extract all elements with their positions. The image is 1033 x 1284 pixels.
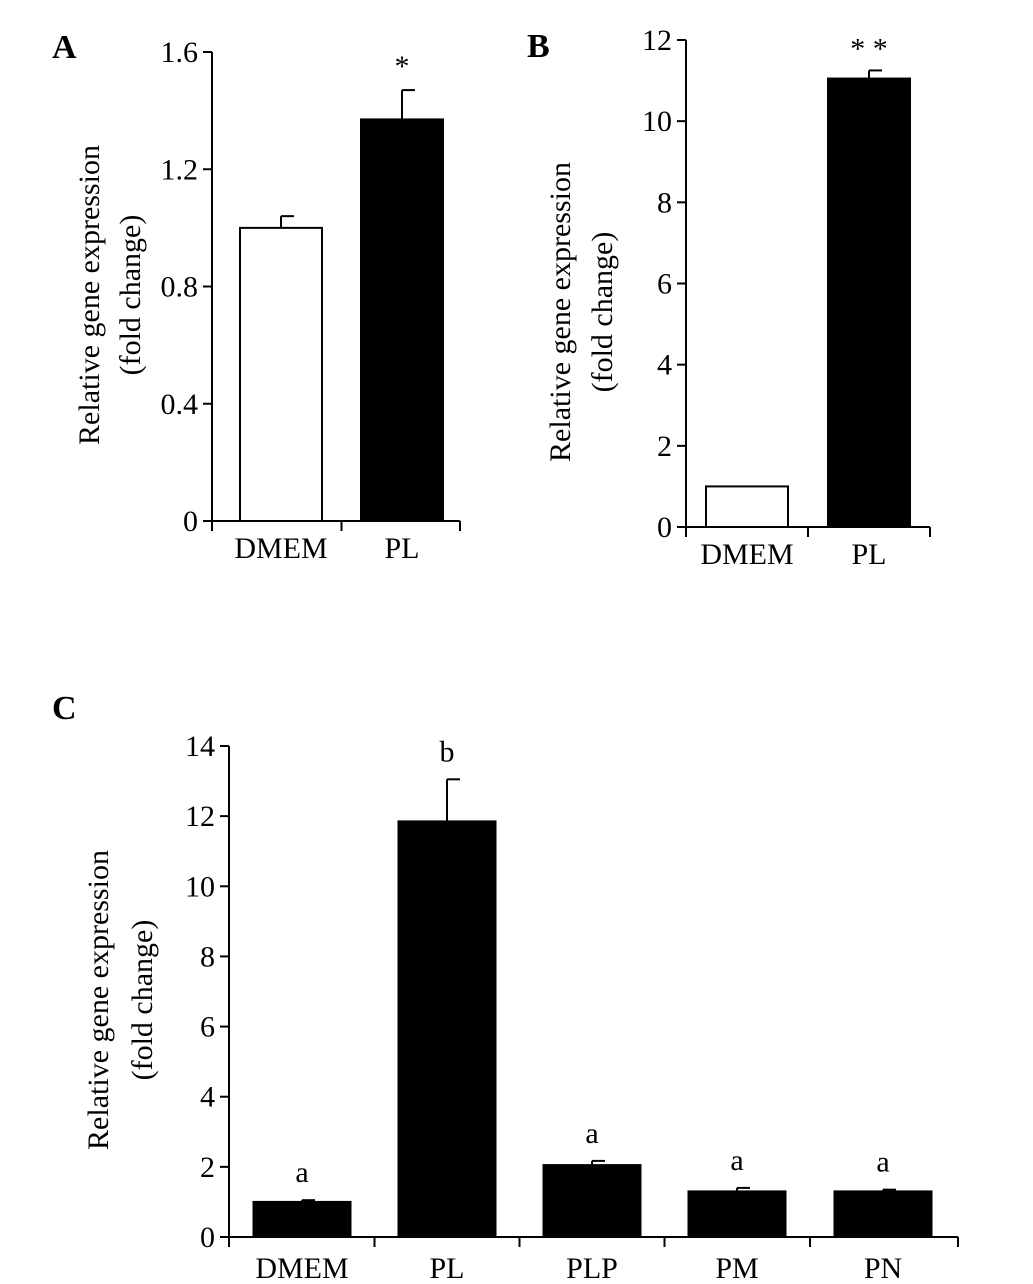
category-label: DMEM xyxy=(255,1252,348,1284)
significance-label: * * xyxy=(850,32,888,65)
panel-label: A xyxy=(52,29,77,66)
y-axis-subtitle: (fold change) xyxy=(126,920,159,1081)
bar-pm xyxy=(687,1190,787,1238)
y-tick-label: 10 xyxy=(185,870,215,903)
y-tick-label: 1.6 xyxy=(161,36,199,69)
panel-c: C 0 2 4 6 8 10 12 14 a DMEM b PL a PLP a PM a PN Relative g… xyxy=(52,690,959,1284)
y-tick-label: 4 xyxy=(657,349,672,382)
y-tick-label: 8 xyxy=(657,186,672,219)
significance-label: b xyxy=(440,735,455,768)
significance-label: * xyxy=(395,50,410,83)
significance-label: a xyxy=(585,1117,598,1150)
bar-pl xyxy=(360,118,444,522)
significance-label: a xyxy=(295,1156,308,1189)
category-label: PL xyxy=(851,538,886,571)
significance-label: a xyxy=(876,1146,889,1179)
bar-dmem xyxy=(239,226,323,522)
category-label: DMEM xyxy=(700,538,793,571)
bar-pl xyxy=(397,820,497,1238)
bar-pn xyxy=(833,1190,933,1238)
y-tick-label: 1.2 xyxy=(161,153,199,186)
bar-dmem xyxy=(252,1200,352,1239)
y-axis-subtitle: (fold change) xyxy=(586,232,619,393)
bar-plp xyxy=(542,1164,642,1238)
category-label: PN xyxy=(864,1252,902,1284)
y-tick-label: 12 xyxy=(642,24,672,57)
y-axis-subtitle: (fold change) xyxy=(114,215,147,376)
y-tick-label: 10 xyxy=(642,105,672,138)
y-tick-label: 0 xyxy=(657,511,672,544)
bar-dmem xyxy=(705,485,789,528)
y-tick-label: 8 xyxy=(200,940,215,973)
category-label: PLP xyxy=(566,1252,618,1284)
y-tick-label: 6 xyxy=(200,1011,215,1044)
y-axis-title: Relative gene expression xyxy=(82,850,115,1150)
y-tick-label: 4 xyxy=(200,1081,215,1114)
bar-pl xyxy=(827,77,911,528)
y-tick-label: 0 xyxy=(200,1221,215,1254)
y-axis-title: Relative gene expression xyxy=(73,145,106,445)
significance-label: a xyxy=(730,1144,743,1177)
category-label: PM xyxy=(715,1252,758,1284)
category-label: PL xyxy=(384,532,419,565)
y-tick-label: 0.4 xyxy=(161,388,199,421)
panel-b: B 0 2 4 6 8 10 12 DMEM * * PL Relative gene express… xyxy=(527,24,931,571)
panel-label: C xyxy=(52,690,77,727)
category-label: PL xyxy=(429,1252,464,1284)
y-tick-label: 2 xyxy=(657,430,672,463)
panel-a: A 0 0.4 0.8 1.2 1.6 DMEM * PL Relative gene expre… xyxy=(52,29,461,565)
y-axis-title: Relative gene expression xyxy=(544,162,577,462)
y-tick-label: 6 xyxy=(657,268,672,301)
y-tick-label: 12 xyxy=(185,800,215,833)
y-tick-label: 2 xyxy=(200,1151,215,1184)
panel-label: B xyxy=(527,28,550,65)
y-tick-label: 0 xyxy=(183,505,198,538)
category-label: DMEM xyxy=(234,532,327,565)
y-tick-label: 0.8 xyxy=(161,271,199,304)
y-tick-label: 14 xyxy=(185,730,215,763)
